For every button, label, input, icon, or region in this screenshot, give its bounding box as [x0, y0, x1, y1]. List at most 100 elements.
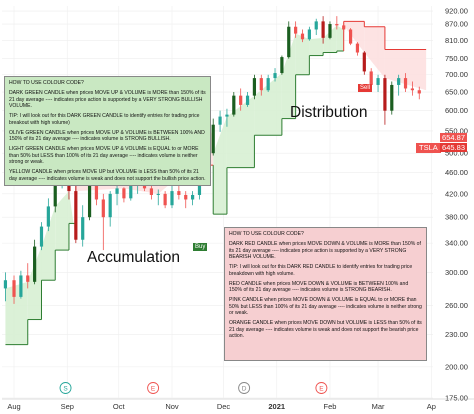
note-dark-red: DARK RED CANDLE when prices MOVE DOWN & …	[229, 241, 421, 261]
note-dark-green: DARK GREEN CANDLE when prices MOVE UP & …	[9, 90, 206, 110]
candle-body	[177, 191, 181, 195]
candle-body	[211, 124, 215, 154]
candle-body	[369, 71, 373, 85]
candle-body	[19, 275, 23, 297]
stop-zone-fill	[295, 33, 310, 75]
price-tick-label: 380.00	[445, 213, 468, 222]
candle-body	[184, 194, 188, 200]
candle-body	[273, 73, 277, 79]
price-tick-label: 550.00	[445, 126, 468, 135]
time-tick-label: Sep	[61, 402, 74, 411]
price-tick-label: 500.00	[445, 149, 468, 158]
candle-body	[94, 183, 99, 200]
ticker-tag: TSLA	[416, 143, 441, 153]
stop-zone-fill	[343, 21, 365, 53]
candle-body	[314, 21, 318, 30]
candle-body	[362, 52, 366, 72]
candle-body	[321, 21, 325, 38]
candles	[3, 16, 421, 304]
price-tick-label: 700.00	[445, 70, 468, 79]
price-axis[interactable]: 920.00 870.00 810.00 750.00 700.00 650.00 600.…	[445, 7, 468, 403]
time-tick-label: Nov	[165, 402, 179, 411]
candle-body	[307, 29, 311, 40]
time-tick-label: Mar	[372, 402, 385, 411]
note-light-green: LIGHT GREEN CANDLE when prices MOVE UP &…	[9, 146, 199, 166]
candle-body	[252, 78, 257, 96]
note-tip: TIP: I will look out for this DARK RED C…	[229, 264, 413, 277]
note-heading: HOW TO USE COLOUR CODE?	[229, 231, 304, 237]
candle-body	[46, 206, 50, 227]
candle-body	[376, 78, 380, 85]
time-tick-label: Aug	[7, 402, 20, 411]
price-tick-label: 460.00	[445, 168, 468, 177]
event-marker-letter: E	[319, 385, 324, 392]
stop-zone-fill	[336, 25, 344, 52]
candle-body	[3, 280, 8, 289]
candle-body	[163, 193, 167, 206]
candle-body	[335, 24, 339, 26]
price-tick-label: 200.00	[445, 362, 468, 371]
candle-body	[328, 24, 332, 38]
candle-body	[225, 114, 229, 117]
candle-body	[87, 183, 92, 218]
stop-zone-fill	[41, 206, 56, 281]
price-tick-label: 600.00	[445, 106, 468, 115]
note-pink: PINK CANDLE when prices MOVE DOWN & VOLU…	[229, 297, 422, 317]
candle-body	[122, 188, 126, 199]
accumulation-label: Accumulation	[87, 249, 180, 266]
candle-body	[26, 275, 30, 282]
price-tick-label: 420.00	[445, 189, 468, 198]
note-yellow: YELLOW CANDLE when prices MOVE UP but VO…	[9, 169, 206, 182]
stop-zone-fill	[213, 116, 227, 215]
candle-body	[239, 95, 243, 105]
stop-zone-fill	[55, 191, 69, 251]
candle-body	[403, 78, 408, 89]
candle-body	[342, 25, 346, 30]
buy-signal: Buy	[193, 243, 208, 251]
price-tick-label: 650.00	[445, 88, 468, 97]
event-marker	[147, 382, 160, 394]
note-tip: TIP: I will look out for this DARK GREEN…	[9, 113, 200, 126]
candle-body	[245, 95, 250, 105]
candle-body	[397, 78, 401, 85]
candle-body	[115, 188, 119, 194]
candle-body	[74, 191, 78, 240]
candle-body	[390, 84, 394, 111]
candle-body	[33, 246, 37, 282]
stop-zone-fill	[384, 49, 427, 91]
price-tick-label: 230.00	[445, 330, 468, 339]
stop-zone-fill	[364, 26, 385, 79]
candle-body	[300, 33, 305, 40]
note-red-candle: RED CANDLE when prices MOVE DOWN & VOLUM…	[229, 280, 409, 294]
candle-body	[218, 116, 222, 125]
candle-body	[280, 57, 284, 74]
distribution-label: Distribution	[290, 104, 368, 121]
price-tick-label: 750.00	[445, 54, 468, 63]
candle-body	[156, 193, 160, 195]
price-tick-label: 300.00	[445, 268, 468, 277]
event-marker	[59, 382, 72, 394]
time-axis[interactable]: Aug Sep Oct Nov Dec 2021 Feb Mar Ap	[2, 398, 474, 411]
candle-body	[170, 191, 174, 206]
candle-body	[259, 78, 263, 91]
time-tick-label: Oct	[113, 402, 126, 411]
price-tick-label: 175.00	[445, 394, 468, 403]
candle-body	[101, 199, 105, 218]
time-tick-label: 2021	[268, 402, 285, 411]
current-price-tag: 645.83	[440, 143, 467, 152]
stop-zone-fill	[5, 281, 28, 345]
event-marker	[238, 382, 251, 394]
candle-body	[287, 26, 291, 58]
stop-zone-fill	[281, 33, 296, 119]
event-marker-letter: E	[151, 385, 156, 392]
green-colour-code-note: HOW TO USE COLOUR CODE? DARK GREEN CANDL…	[4, 76, 211, 186]
time-tick-label: Dec	[217, 402, 231, 411]
candle-body	[108, 193, 112, 218]
time-tick-label: Ap	[427, 402, 436, 411]
candle-body	[294, 26, 298, 34]
note-olive-green: OLIVE GREEN CANDLE when prices MOVE UP &…	[9, 129, 205, 143]
price-tick-label: 260.00	[445, 301, 468, 310]
price-tick-label: 870.00	[445, 20, 468, 29]
note-orange: ORANGE CANDLE when prices MOVE DOWN but …	[229, 320, 422, 340]
